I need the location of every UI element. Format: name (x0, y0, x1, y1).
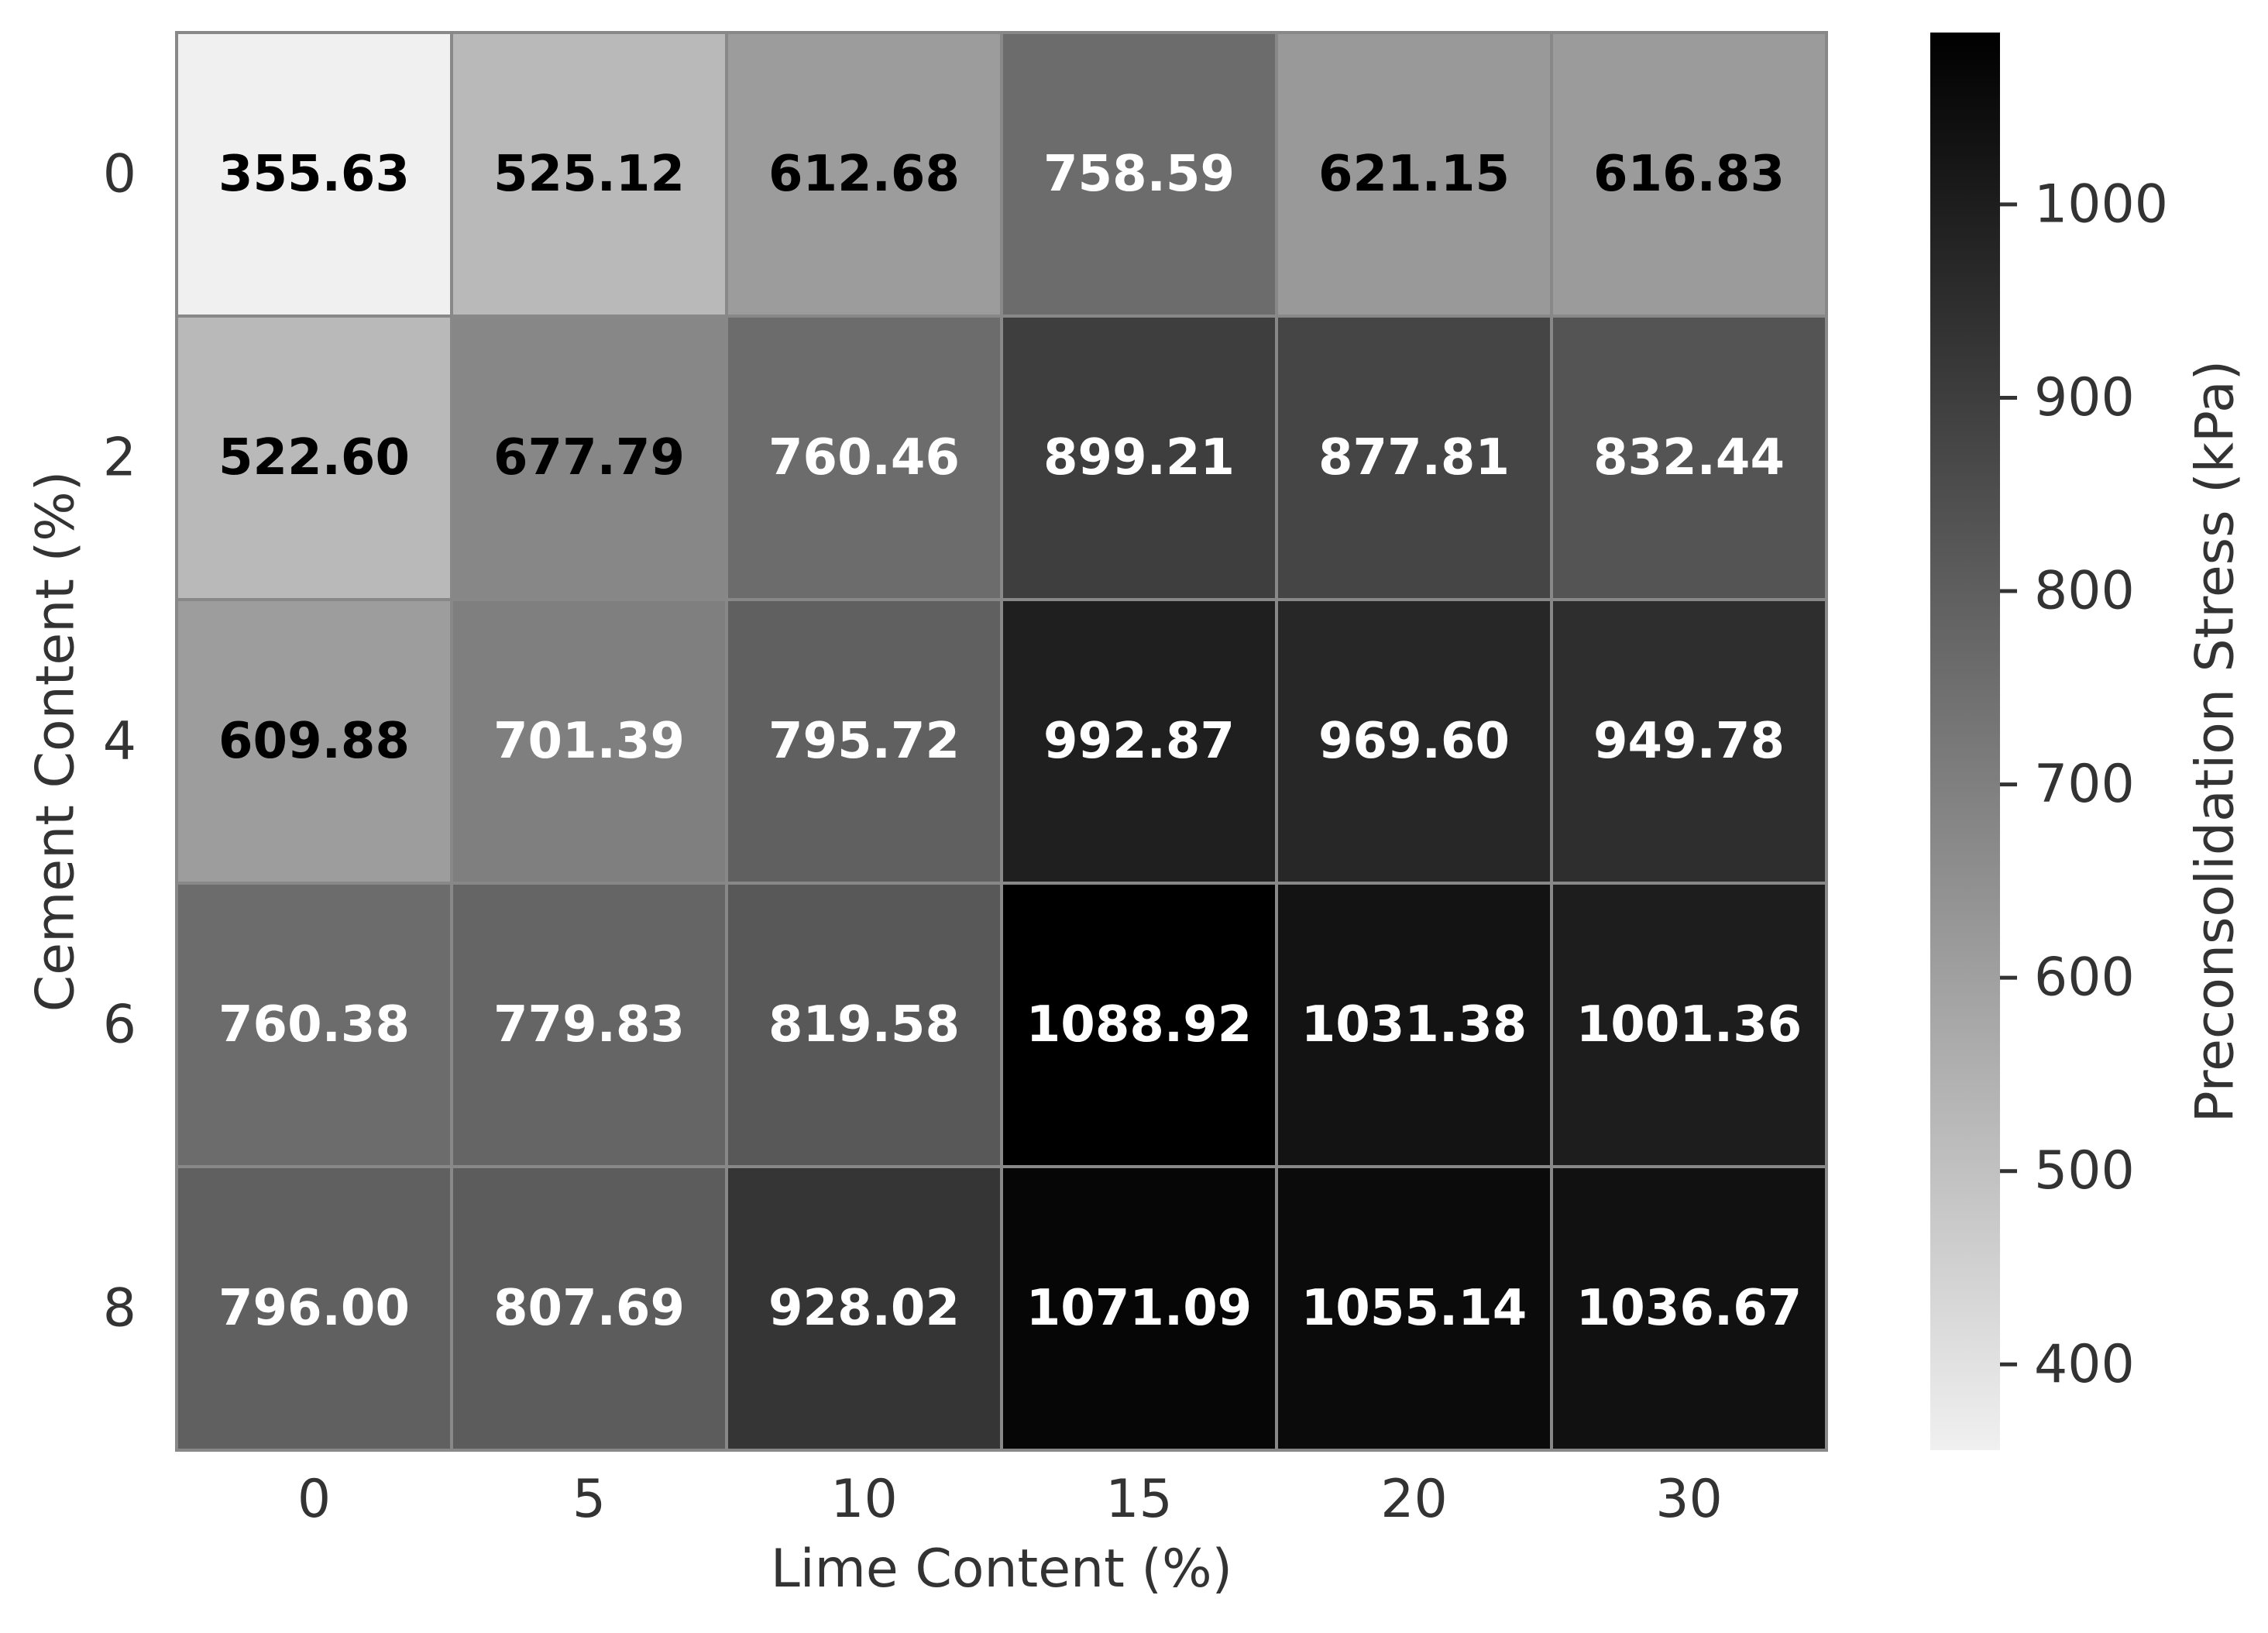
heatmap-cell-r0-c5 (1550, 31, 1828, 318)
heatmap-cell-r2-c5 (1550, 598, 1828, 885)
y-tick-label-3: 6 (103, 995, 136, 1056)
heatmap-cell-r3-c4 (1275, 882, 1553, 1168)
cell-value-label-r0-c2: 612.68 (768, 146, 960, 203)
cell-value-label-r3-c3: 1088.92 (1026, 996, 1253, 1054)
cell-value-label-r0-c3: 758.59 (1043, 146, 1235, 203)
y-axis-title: Cement Content (%) (26, 471, 87, 1012)
heatmap-cell-r4-c5 (1550, 1165, 1828, 1452)
cell-value-label-r1-c2: 760.46 (768, 429, 960, 486)
colorbar-tick-label-6: 1000 (2034, 174, 2168, 235)
heatmap-cells (175, 31, 1828, 1452)
heatmap-cell-r2-c4 (1275, 598, 1553, 885)
cell-value-label-r1-c5: 832.44 (1593, 429, 1785, 486)
colorbar-gradient (1930, 33, 2000, 1450)
heatmap-cell-r4-c4 (1275, 1165, 1553, 1452)
cell-value-label-r3-c4: 1031.38 (1301, 996, 1527, 1054)
y-tick-label-2: 4 (103, 711, 136, 772)
cell-value-label-r0-c0: 355.63 (218, 146, 410, 203)
heatmap-cell-r0-c2 (725, 31, 1003, 318)
heatmap-cell-r0-c4 (1275, 31, 1553, 318)
heatmap-cell-r3-c2 (725, 882, 1003, 1168)
cell-value-label-r4-c5: 1036.67 (1576, 1280, 1802, 1337)
cell-value-label-r2-c5: 949.78 (1593, 713, 1785, 770)
cell-value-label-r3-c5: 1001.36 (1576, 996, 1802, 1054)
colorbar-ticks: 400 500 600 700 800 900 1000 (2000, 174, 2168, 1395)
cell-value-label-r4-c3: 1071.09 (1026, 1280, 1253, 1337)
x-tick-label-5: 30 (1655, 1469, 1723, 1530)
heatmap-cell-r0-c1 (450, 31, 728, 318)
cell-value-label-r0-c4: 621.15 (1318, 146, 1510, 203)
heatmap-cell-r1-c3 (1000, 315, 1278, 601)
y-tick-label-4: 8 (103, 1278, 136, 1339)
heatmap-cell-r4-c2 (725, 1165, 1003, 1452)
x-tick-label-2: 10 (830, 1469, 898, 1530)
x-tick-label-4: 20 (1380, 1469, 1448, 1530)
heatmap-cell-r4-c0 (175, 1165, 453, 1452)
colorbar-tick-label-4: 800 (2034, 561, 2135, 622)
cell-value-label-r4-c2: 928.02 (768, 1280, 960, 1337)
heatmap-cell-r3-c0 (175, 882, 453, 1168)
heatmap-cell-r3-c5 (1550, 882, 1828, 1168)
cell-value-label-r1-c0: 522.60 (218, 429, 410, 486)
cell-value-label-r2-c0: 609.88 (218, 713, 410, 770)
cell-value-label-r4-c0: 796.00 (218, 1280, 410, 1337)
heatmap-cell-r3-c3 (1000, 882, 1278, 1168)
heatmap-cell-r0-c3 (1000, 31, 1278, 318)
cell-value-label-r0-c5: 616.83 (1593, 146, 1785, 203)
colorbar-tick-label-2: 600 (2034, 947, 2135, 1009)
cell-value-label-r2-c4: 969.60 (1318, 713, 1510, 770)
heatmap-cell-r2-c2 (725, 598, 1003, 885)
cell-value-label-r2-c2: 795.72 (768, 713, 960, 770)
colorbar-tick-label-0: 400 (2034, 1334, 2135, 1395)
colorbar-tick-label-5: 900 (2034, 367, 2135, 428)
colorbar: 400 500 600 700 800 900 1000 Preconsolidation … (1930, 33, 2246, 1450)
cell-value-label-r1-c4: 877.81 (1318, 429, 1510, 486)
cell-value-label-r1-c3: 899.21 (1043, 429, 1235, 486)
cell-value-label-r3-c0: 760.38 (218, 996, 410, 1054)
y-tick-label-0: 0 (103, 144, 136, 205)
cell-value-label-r2-c1: 701.39 (493, 713, 685, 770)
cell-value-label-r4-c4: 1055.14 (1301, 1280, 1527, 1337)
x-tick-label-0: 0 (297, 1469, 331, 1530)
heatmap-cell-r2-c0 (175, 598, 453, 885)
cell-value-label-r0-c1: 525.12 (493, 146, 685, 203)
y-tick-label-1: 2 (103, 428, 136, 489)
colorbar-tick-label-1: 500 (2034, 1140, 2135, 1202)
heatmap-cell-r4-c3 (1000, 1165, 1278, 1452)
y-axis: 0 2 4 6 8 (103, 144, 136, 1339)
cell-value-label-r3-c2: 819.58 (768, 996, 960, 1054)
cell-value-label-r3-c1: 779.83 (493, 996, 685, 1054)
heatmap-cell-r1-c5 (1550, 315, 1828, 601)
heatmap-cell-labels: 355.63 525.12 612.68 758.59 621.15 616.83 522.… (218, 146, 1802, 1337)
x-axis: 0 5 10 15 20 30 (297, 1469, 1723, 1530)
x-axis-title: Lime Content (%) (771, 1538, 1232, 1600)
heatmap-cell-r3-c1 (450, 882, 728, 1168)
cell-value-label-r1-c1: 677.79 (493, 429, 685, 486)
heatmap-cell-r2-c1 (450, 598, 728, 885)
heatmap-cell-r0-c0 (175, 31, 453, 318)
heatmap-cell-r2-c3 (1000, 598, 1278, 885)
x-tick-label-3: 15 (1105, 1469, 1173, 1530)
colorbar-tick-label-3: 700 (2034, 754, 2135, 815)
cell-value-label-r4-c1: 807.69 (493, 1280, 685, 1337)
x-tick-label-1: 5 (572, 1469, 606, 1530)
colorbar-title: Preconsolidation Stress (kPa) (2185, 360, 2246, 1122)
heatmap-cell-r1-c1 (450, 315, 728, 601)
cell-value-label-r2-c3: 992.87 (1043, 713, 1235, 770)
